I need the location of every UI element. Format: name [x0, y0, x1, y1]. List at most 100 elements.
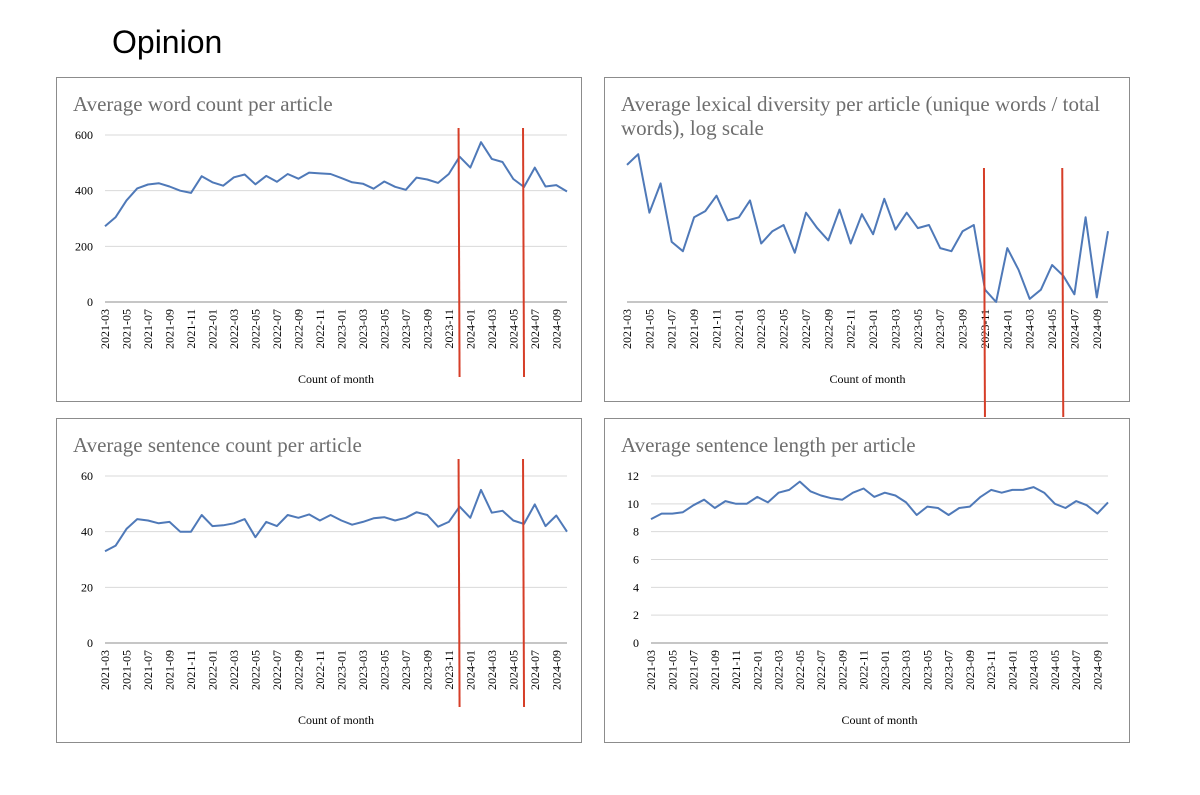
data-point [405, 517, 407, 519]
data-point [415, 511, 417, 513]
data-point [512, 178, 514, 180]
x-tick-label: 2023-05 [911, 309, 925, 349]
data-point [782, 224, 784, 226]
x-tick-label: 2022-03 [227, 309, 241, 349]
data-point [1011, 489, 1013, 491]
x-tick-label: 2021-07 [687, 650, 701, 690]
x-tick-label: 2022-05 [248, 309, 262, 349]
data-point [905, 211, 907, 213]
data-point [626, 164, 628, 166]
x-axis-title: Count of month [298, 713, 374, 727]
data-point [894, 228, 896, 230]
data-point [158, 182, 160, 184]
data-point [788, 489, 790, 491]
data-point [115, 544, 117, 546]
data-point [394, 186, 396, 188]
data-point [984, 288, 986, 290]
data-point [555, 184, 557, 186]
chart-panel-lexical-diversity: Average lexical diversity per article (u… [604, 77, 1130, 402]
data-point [735, 503, 737, 505]
x-tick-label: 2021-09 [708, 650, 722, 690]
y-tick-label: 6 [633, 553, 639, 567]
x-tick-label: 2024-09 [1090, 650, 1104, 690]
x-tick-label: 2021-09 [687, 309, 701, 349]
data-point [1107, 230, 1109, 232]
data-point [693, 216, 695, 218]
x-axis-title: Count of month [829, 372, 905, 386]
x-tick-label: 2024-01 [1005, 650, 1019, 690]
x-tick-label: 2023-09 [963, 650, 977, 690]
data-point [233, 176, 235, 178]
x-tick-label: 2022-07 [799, 309, 813, 349]
data-point [168, 521, 170, 523]
data-point [715, 195, 717, 197]
x-tick-label: 2023-03 [888, 309, 902, 349]
data-point [437, 182, 439, 184]
data-point [544, 525, 546, 527]
series-line [626, 153, 1109, 303]
x-tick-label: 2022-03 [772, 650, 786, 690]
data-point [820, 494, 822, 496]
y-tick-label: 8 [633, 525, 639, 539]
data-point [491, 158, 493, 160]
data-point [372, 517, 374, 519]
x-tick-label: 2021-11 [184, 309, 198, 349]
x-tick-label: 2024-03 [1023, 309, 1037, 349]
x-tick-label: 2021-11 [709, 309, 723, 349]
data-point [1022, 489, 1024, 491]
y-tick-label: 0 [633, 636, 639, 650]
data-point [738, 216, 740, 218]
data-point [794, 252, 796, 254]
data-point [362, 521, 364, 523]
data-point [838, 208, 840, 210]
data-point [947, 514, 949, 516]
data-point [426, 178, 428, 180]
chart-panel-sentence-length: Average sentence length per article 0 2 4 6… [604, 418, 1130, 743]
data-point [125, 199, 127, 201]
x-tick-label: 2022-01 [205, 309, 219, 349]
data-point [950, 250, 952, 252]
x-tick-label: 2024-03 [1027, 650, 1041, 690]
data-point [200, 514, 202, 516]
x-tick-label: 2023-01 [878, 650, 892, 690]
data-point [405, 189, 407, 191]
data-point [671, 241, 673, 243]
x-tick-label: 2023-07 [933, 309, 947, 349]
chart-lexical-diversity: 2021-03 2021-05 2021-07 2021-09 2021-11 2022-… [620, 153, 1109, 386]
data-point [286, 514, 288, 516]
data-point [555, 514, 557, 516]
data-point [458, 505, 460, 507]
x-tick-label: 2021-05 [119, 309, 133, 349]
y-tick-label: 40 [81, 525, 93, 539]
data-point [383, 516, 385, 518]
x-tick-label: 2022-11 [844, 309, 858, 349]
data-point [1006, 247, 1008, 249]
data-point [179, 530, 181, 532]
data-point [1107, 501, 1109, 503]
data-point [308, 171, 310, 173]
data-point [200, 175, 202, 177]
data-point [1043, 492, 1045, 494]
x-tick-label: 2021-07 [141, 650, 155, 690]
x-tick-label: 2024-05 [506, 650, 520, 690]
x-tick-label: 2021-03 [620, 309, 634, 349]
x-tick-label: 2022-09 [821, 309, 835, 349]
data-point [233, 522, 235, 524]
data-point [168, 185, 170, 187]
x-tick-label: 2022-11 [857, 650, 871, 690]
data-point [501, 510, 503, 512]
data-point [973, 224, 975, 226]
data-point [222, 184, 224, 186]
data-point [861, 213, 863, 215]
chart-sentence-count: 0 20 40 60 2021-03 2021-05 2021-07 2021-09 2021-… [81, 469, 568, 727]
data-point [894, 494, 896, 496]
x-tick-label: 2024-07 [528, 650, 542, 690]
x-tick-label: 2022-03 [227, 650, 241, 690]
data-point [660, 512, 662, 514]
x-tick-label: 2023-07 [942, 650, 956, 690]
page-title: Opinion [112, 24, 223, 60]
x-tick-label: 2022-01 [732, 309, 746, 349]
x-tick-label: 2024-05 [1045, 309, 1059, 349]
y-tick-label: 0 [87, 295, 93, 309]
data-point [671, 512, 673, 514]
